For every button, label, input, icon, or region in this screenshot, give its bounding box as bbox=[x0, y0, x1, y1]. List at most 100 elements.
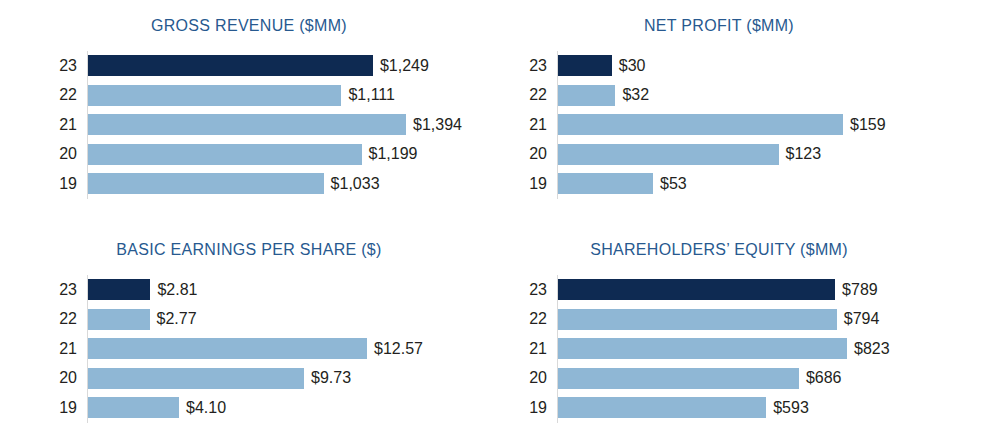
year-label: 23 bbox=[40, 281, 87, 299]
bar-track: $12.57 bbox=[87, 334, 497, 364]
bar-row: 23 $30 bbox=[510, 51, 994, 81]
value-label: $2.77 bbox=[157, 310, 197, 328]
value-bar bbox=[558, 173, 653, 194]
bar-row: 22 $1,111 bbox=[40, 81, 497, 111]
year-label: 20 bbox=[510, 145, 557, 163]
value-bar bbox=[558, 279, 835, 300]
year-label: 22 bbox=[40, 86, 87, 104]
value-label: $12.57 bbox=[374, 340, 423, 358]
value-bar bbox=[88, 144, 362, 165]
bar-track: $2.81 bbox=[87, 275, 497, 305]
value-label: $53 bbox=[660, 175, 687, 193]
value-bar bbox=[88, 279, 150, 300]
bar-row: 23 $789 bbox=[510, 275, 994, 305]
value-bar bbox=[88, 85, 341, 106]
year-label: 23 bbox=[510, 281, 557, 299]
bar-track: $159 bbox=[557, 110, 994, 140]
bar-row: 20 $686 bbox=[510, 364, 994, 394]
value-label: $2.81 bbox=[157, 281, 197, 299]
value-label: $32 bbox=[622, 86, 649, 104]
year-label: 20 bbox=[40, 369, 87, 387]
value-bar bbox=[558, 114, 843, 135]
chart-title: GROSS REVENUE ($MM) bbox=[87, 16, 411, 36]
chart-basic-eps: BASIC EARNINGS PER SHARE ($) 23 $2.81 22 $2… bbox=[0, 224, 497, 448]
bar-track: $1,249 bbox=[87, 51, 497, 81]
bar-track: $1,394 bbox=[87, 110, 497, 140]
bar-track: $123 bbox=[557, 140, 994, 170]
bar-row: 21 $1,394 bbox=[40, 110, 497, 140]
value-bar bbox=[558, 338, 847, 359]
bar-row: 22 $2.77 bbox=[40, 305, 497, 335]
bar-row: 19 $1,033 bbox=[40, 169, 497, 199]
value-bar bbox=[558, 309, 837, 330]
chart-net-profit: NET PROFIT ($MM) 23 $30 22$32 21 $159 20 $123 1… bbox=[497, 0, 994, 224]
chart-title: SHAREHOLDERS’ EQUITY ($MM) bbox=[557, 240, 881, 260]
value-label: $686 bbox=[806, 369, 842, 387]
bar-row: 23 $1,249 bbox=[40, 51, 497, 81]
bar-row: 22$794 bbox=[510, 305, 994, 335]
value-bar bbox=[88, 368, 304, 389]
value-label: $789 bbox=[842, 281, 878, 299]
value-bar bbox=[558, 368, 799, 389]
value-label: $123 bbox=[786, 145, 822, 163]
bar-row: 20$9.73 bbox=[40, 364, 497, 394]
year-label: 21 bbox=[510, 340, 557, 358]
bar-rows: 23 $1,249 22 $1,111 21 $1,394 20 $1,199 19 $1,033 bbox=[40, 51, 497, 199]
value-label: $1,394 bbox=[413, 116, 462, 134]
value-label: $159 bbox=[850, 116, 886, 134]
bar-row: 22$32 bbox=[510, 81, 994, 111]
bar-track: $686 bbox=[557, 364, 994, 394]
bar-track: $1,111 bbox=[87, 81, 497, 111]
year-label: 19 bbox=[40, 175, 87, 193]
value-label: $1,249 bbox=[380, 57, 429, 75]
year-label: 23 bbox=[40, 57, 87, 75]
year-label: 20 bbox=[40, 145, 87, 163]
year-label: 21 bbox=[510, 116, 557, 134]
bar-row: 21$823 bbox=[510, 334, 994, 364]
year-label: 22 bbox=[40, 310, 87, 328]
value-bar bbox=[558, 55, 612, 76]
value-bar bbox=[558, 397, 766, 418]
value-label: $1,199 bbox=[369, 145, 418, 163]
value-bar bbox=[558, 144, 779, 165]
value-label: $30 bbox=[619, 57, 646, 75]
value-label: $593 bbox=[773, 399, 809, 417]
bar-row: 23 $2.81 bbox=[40, 275, 497, 305]
bar-track: $789 bbox=[557, 275, 994, 305]
chart-title: NET PROFIT ($MM) bbox=[557, 16, 881, 36]
chart-shareholders-equity: SHAREHOLDERS’ EQUITY ($MM) 23$78922$7942… bbox=[497, 224, 994, 448]
value-bar bbox=[88, 55, 373, 76]
value-label: $1,033 bbox=[331, 175, 380, 193]
year-label: 19 bbox=[40, 399, 87, 417]
bar-row: 21$12.57 bbox=[40, 334, 497, 364]
year-label: 21 bbox=[40, 116, 87, 134]
value-label: $1,111 bbox=[348, 86, 395, 104]
bar-row: 20 $123 bbox=[510, 140, 994, 170]
value-bar bbox=[88, 338, 367, 359]
bar-track: $53 bbox=[557, 169, 994, 199]
year-label: 19 bbox=[510, 175, 557, 193]
bar-row: 20 $1,199 bbox=[40, 140, 497, 170]
bar-track: $823 bbox=[557, 334, 994, 364]
value-bar bbox=[88, 397, 179, 418]
value-bar bbox=[88, 114, 406, 135]
year-label: 20 bbox=[510, 369, 557, 387]
value-label: $794 bbox=[844, 310, 880, 328]
bar-track: $4.10 bbox=[87, 393, 497, 423]
bar-row: 19$593 bbox=[510, 393, 994, 423]
year-label: 23 bbox=[510, 57, 557, 75]
bar-row: 21 $159 bbox=[510, 110, 994, 140]
value-bar bbox=[88, 309, 150, 330]
bar-rows: 23$78922$79421$82320$68619$593 bbox=[510, 275, 994, 423]
financial-highlights-dashboard: GROSS REVENUE ($MM) 23$1,24922$1,11121$1… bbox=[0, 0, 994, 448]
bar-track: $30 bbox=[557, 51, 994, 81]
chart-gross-revenue: GROSS REVENUE ($MM) 23 $1,249 22 $1,111 21 $1… bbox=[0, 0, 497, 224]
bar-track: $32 bbox=[557, 81, 994, 111]
bar-rows: 23$2.8122$2.7721$12.5720$9.7319$4.10 bbox=[40, 275, 497, 423]
bar-track: $9.73 bbox=[87, 364, 497, 394]
value-bar bbox=[88, 173, 324, 194]
bar-track: $2.77 bbox=[87, 305, 497, 335]
chart-title: BASIC EARNINGS PER SHARE ($) bbox=[87, 240, 411, 260]
value-label: $4.10 bbox=[186, 399, 226, 417]
bar-row: 19 $4.10 bbox=[40, 393, 497, 423]
